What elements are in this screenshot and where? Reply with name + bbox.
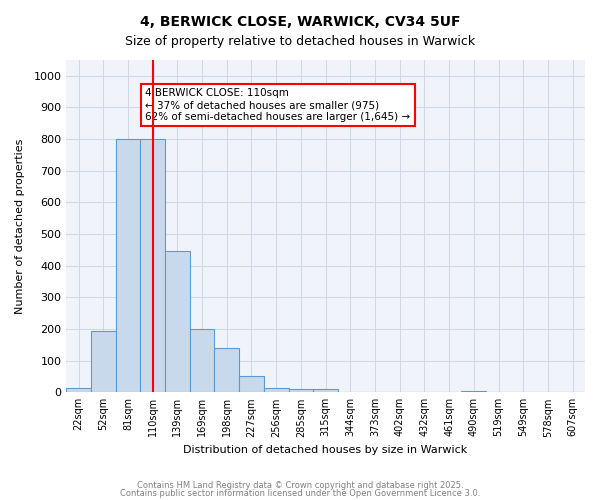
- Text: Contains HM Land Registry data © Crown copyright and database right 2025.: Contains HM Land Registry data © Crown c…: [137, 481, 463, 490]
- Bar: [91, 330, 116, 392]
- Text: 4, BERWICK CLOSE, WARWICK, CV34 5UF: 4, BERWICK CLOSE, WARWICK, CV34 5UF: [140, 15, 460, 29]
- Bar: [214, 348, 239, 393]
- Text: Contains public sector information licensed under the Open Government Licence 3.: Contains public sector information licen…: [120, 488, 480, 498]
- Bar: [190, 329, 214, 392]
- Bar: [239, 376, 264, 392]
- Bar: [461, 390, 486, 392]
- Bar: [289, 389, 313, 392]
- Bar: [264, 388, 289, 392]
- Bar: [140, 139, 165, 392]
- Text: Size of property relative to detached houses in Warwick: Size of property relative to detached ho…: [125, 35, 475, 48]
- Bar: [66, 388, 91, 392]
- Y-axis label: Number of detached properties: Number of detached properties: [15, 138, 25, 314]
- Bar: [165, 252, 190, 392]
- Bar: [116, 139, 140, 392]
- X-axis label: Distribution of detached houses by size in Warwick: Distribution of detached houses by size …: [184, 445, 468, 455]
- Bar: [313, 389, 338, 392]
- Text: 4 BERWICK CLOSE: 110sqm
← 37% of detached houses are smaller (975)
62% of semi-d: 4 BERWICK CLOSE: 110sqm ← 37% of detache…: [145, 88, 410, 122]
